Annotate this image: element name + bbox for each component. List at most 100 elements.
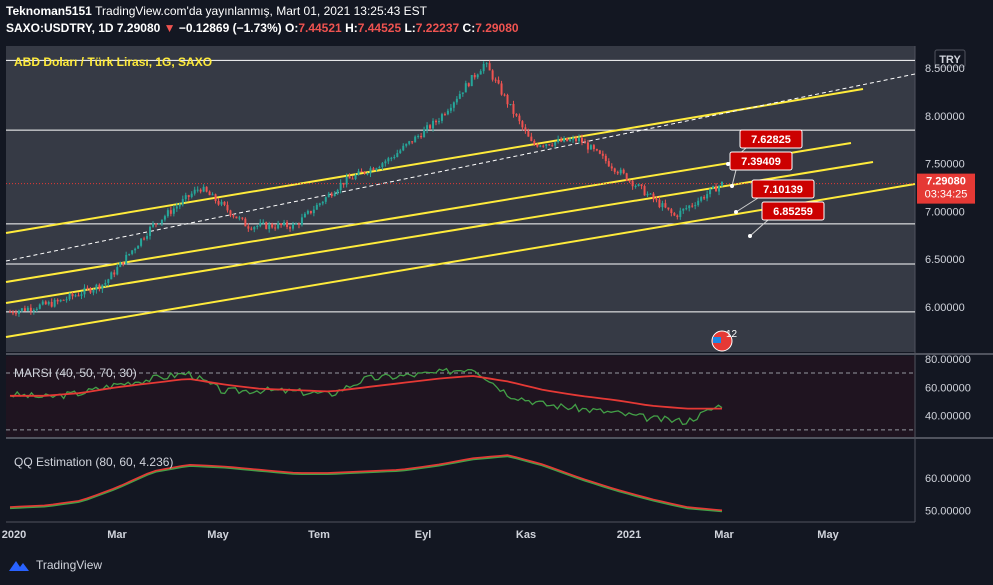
- candle-body: [494, 79, 497, 81]
- candle-body: [721, 181, 723, 186]
- candle-body: [95, 284, 98, 290]
- candle-body: [47, 301, 50, 305]
- candle-body: [679, 210, 682, 218]
- candle-body: [59, 299, 62, 302]
- candle-body: [446, 110, 449, 115]
- candle-body: [691, 205, 694, 207]
- candle-body: [178, 204, 181, 207]
- candle-body: [211, 194, 214, 196]
- candle-body: [613, 168, 616, 172]
- candle-body: [83, 287, 86, 295]
- candle-body: [196, 189, 199, 191]
- candle-body: [560, 139, 563, 142]
- candle-body: [551, 145, 554, 147]
- currency-badge[interactable]: [934, 49, 966, 68]
- candle-body: [116, 267, 119, 275]
- marsi-pane[interactable]: [6, 356, 915, 437]
- candle-body: [470, 75, 473, 87]
- candle-body: [533, 140, 536, 145]
- candle-body: [479, 71, 482, 75]
- price-annotation-label: 7.62825: [751, 134, 791, 146]
- candle-body: [345, 176, 348, 185]
- candle-body: [29, 307, 32, 312]
- price-annotations: 7.62825 7.39409 7.10139 6.85259: [726, 129, 825, 238]
- time-axis-label: Mar: [714, 529, 734, 541]
- candle-body: [250, 228, 253, 230]
- candle-body: [452, 102, 455, 108]
- candle-body: [643, 186, 646, 196]
- candle-body: [274, 227, 277, 229]
- candle-body: [697, 200, 700, 206]
- candle-body: [527, 131, 530, 137]
- candle-body: [199, 189, 202, 192]
- price-axis-label: 7.50000: [925, 159, 965, 171]
- marsi-line: [9, 367, 723, 426]
- candle-body: [369, 168, 372, 174]
- candle-body: [113, 272, 116, 275]
- candle-body: [292, 223, 295, 229]
- qq-axis-label: 60.00000: [925, 473, 971, 485]
- us-flag-icon[interactable]: [711, 330, 733, 352]
- candle-body: [149, 226, 152, 237]
- candle-body: [592, 145, 595, 150]
- candle-body: [38, 304, 41, 309]
- candle-body: [655, 199, 658, 201]
- candle-body: [685, 208, 688, 210]
- candle-body: [488, 63, 491, 71]
- candle-body: [637, 184, 640, 186]
- candle-body: [500, 83, 503, 95]
- candle-body: [384, 161, 387, 164]
- candle-body: [140, 238, 143, 246]
- channel-line: [5, 142, 852, 283]
- qq-pane[interactable]: [6, 440, 915, 520]
- candle-body: [458, 94, 461, 99]
- candle-body: [437, 120, 440, 123]
- tradingview-brand: TradingView: [36, 558, 103, 572]
- time-axis-label: Tem: [308, 529, 330, 541]
- candle-body: [277, 223, 280, 229]
- candle-body: [306, 210, 309, 214]
- tradingview-footer[interactable]: TradingView: [8, 558, 102, 572]
- candle-body: [622, 169, 625, 174]
- price-pane[interactable]: [6, 46, 915, 352]
- time-axis-label: 2020: [2, 529, 26, 541]
- candle-body: [476, 74, 479, 78]
- candle-body: [303, 213, 306, 218]
- candle-body: [294, 223, 297, 225]
- candle-body: [80, 294, 83, 296]
- time-axis-label: Mar: [107, 529, 127, 541]
- high-value: 7.44525: [357, 21, 402, 35]
- low-label: L:: [404, 21, 416, 35]
- candle-body: [35, 308, 38, 310]
- qq-title: QQ Estimation (80, 60, 4.236): [14, 455, 173, 469]
- candle-body: [217, 201, 220, 205]
- candle-body: [327, 193, 330, 198]
- marsi-signal-line: [10, 375, 722, 410]
- candle-body: [32, 309, 35, 312]
- candle-body: [128, 253, 131, 255]
- candle-body: [360, 171, 363, 173]
- candle-body: [628, 180, 631, 182]
- candle-body: [321, 201, 324, 204]
- candle-body: [509, 103, 512, 105]
- price-axis-label: 7.00000: [925, 206, 965, 218]
- flag-canton: [713, 337, 721, 343]
- candle-body: [512, 103, 515, 114]
- candle-body: [703, 197, 706, 199]
- candle-body: [11, 311, 14, 314]
- annotation-pointer: [731, 169, 737, 187]
- price-axis-label: 8.50000: [925, 63, 965, 75]
- last-price: 7.29080: [116, 21, 161, 35]
- candle-body: [414, 136, 417, 143]
- candle-body: [557, 139, 560, 143]
- candle-body: [664, 203, 667, 208]
- candle-body: [56, 299, 59, 302]
- candle-body: [53, 299, 56, 307]
- candle-body: [172, 208, 175, 214]
- price-annotation-label: 7.39409: [741, 156, 781, 168]
- candle-body: [330, 193, 333, 197]
- candle-body: [65, 299, 68, 301]
- candle-body: [616, 171, 619, 174]
- candle-body: [122, 262, 125, 265]
